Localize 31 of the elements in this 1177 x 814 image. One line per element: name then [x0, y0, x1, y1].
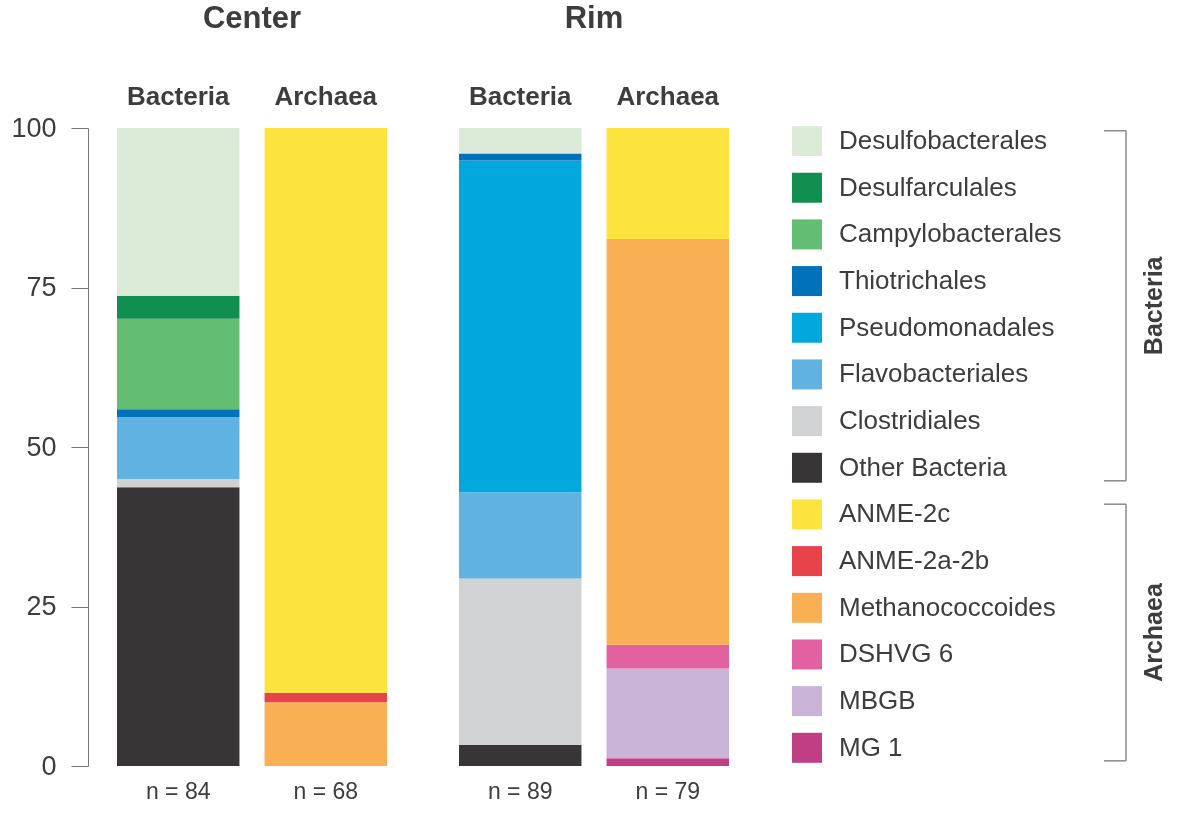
legend-label: Campylobacterales [839, 218, 1062, 249]
legend-label: ANME-2a-2b [839, 545, 990, 576]
annotation: n = 68 [293, 778, 359, 804]
x-tick-label: Archaea [616, 80, 720, 111]
legend-label: Desulfarculales [839, 171, 1017, 202]
text: Bacteria [1139, 255, 1167, 356]
legend-label: MBGB [839, 685, 916, 716]
legend-label: Desulfobacterales [839, 125, 1048, 156]
annotation: n = 89 [487, 778, 553, 804]
legend-label: Thiotrichales [839, 265, 987, 296]
x-tick-label: Archaea [274, 80, 378, 111]
annotation: n = 79 [635, 778, 701, 804]
legend-label: Other Bacteria [839, 451, 1008, 482]
x-tick-label: Bacteria [126, 80, 231, 111]
legend-label: DSHVG 6 [839, 638, 954, 669]
legend-label: ANME-2c [839, 498, 951, 529]
legend-label: Pseudomonadales [839, 311, 1055, 342]
y-tick-label: 75 [26, 272, 57, 302]
chart-title: Center [202, 0, 302, 35]
y-tick-label: 25 [26, 591, 57, 621]
chart-title: Rim [564, 0, 624, 35]
legend-label: MG 1 [839, 731, 903, 762]
y-tick-label: 100 [11, 112, 57, 143]
x-tick-label: Bacteria [468, 80, 573, 111]
legend-label: Clostridiales [839, 405, 981, 436]
legend-label: Methanococcoides [839, 591, 1056, 622]
text: Archaea [1139, 582, 1167, 682]
y-tick-label: 50 [26, 431, 57, 462]
annotation: n = 84 [145, 778, 211, 804]
y-tick-label: 0 [41, 750, 57, 781]
legend-label: Flavobacteriales [839, 358, 1029, 389]
